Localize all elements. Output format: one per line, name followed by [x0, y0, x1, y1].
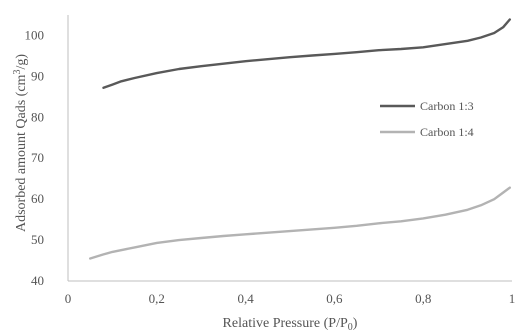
plot-area — [67, 15, 512, 282]
legend-label: Carbon 1:4 — [420, 125, 474, 139]
x-tick-label: 0,6 — [326, 291, 343, 306]
y-axis-title-superscript: 3 — [12, 70, 23, 75]
legend-label: Carbon 1:3 — [420, 99, 474, 113]
y-tick-label: 80 — [31, 109, 44, 124]
y-axis-title: Adsorbed amount Qads (cm3/g) — [12, 54, 29, 232]
y-tick-label: 40 — [31, 273, 44, 288]
y-axis-title-end: /g) — [14, 54, 29, 70]
y-tick-label: 90 — [31, 68, 44, 83]
y-tick-label: 50 — [31, 232, 44, 247]
x-axis-title: Relative Pressure (P/P0) — [223, 316, 358, 331]
x-tick-label: 0,8 — [415, 291, 431, 306]
x-tick-label: 0,2 — [149, 291, 165, 306]
y-tick-label: 60 — [31, 191, 44, 206]
series-line-1 — [102, 18, 511, 89]
series-line-2 — [89, 186, 511, 260]
x-tick-label: 0 — [65, 291, 72, 306]
y-tick-label: 100 — [25, 27, 45, 42]
x-axis-title-subscript: 0 — [348, 322, 353, 331]
x-tick-label: 0,4 — [237, 291, 254, 306]
legend: Carbon 1:3 Carbon 1:4 — [380, 99, 474, 139]
series-lines — [89, 18, 511, 260]
x-axis-title-end: ) — [353, 316, 358, 331]
tick-labels: 40 50 60 70 80 90 100 0 0,2 0,4 0,6 0,8 1 — [25, 27, 515, 306]
y-tick-label: 70 — [31, 150, 44, 165]
x-tick-label: 1 — [509, 291, 515, 306]
